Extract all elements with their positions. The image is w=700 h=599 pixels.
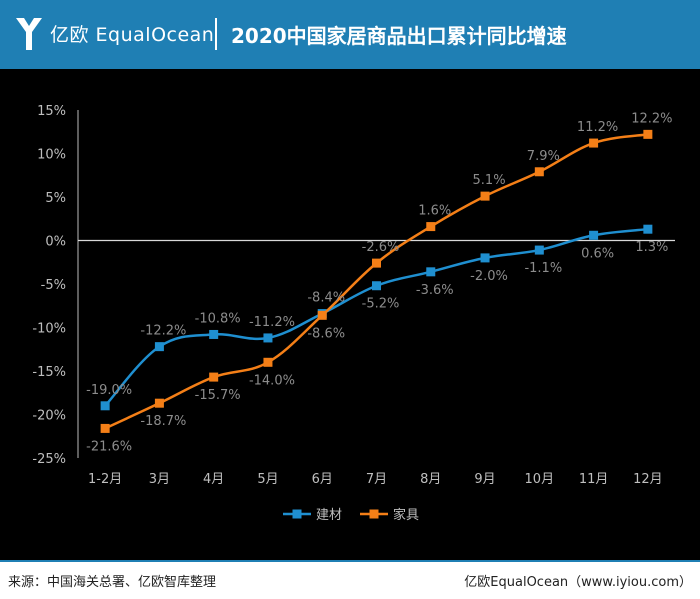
data-point xyxy=(263,357,273,367)
y-tick-label: 5% xyxy=(45,191,66,206)
line-chart: 15% 10% 5% 0% -5% -10% -15% -20% -25% 1-2月 3月 4月 5月 6… xyxy=(32,104,675,523)
x-tick-label: 10月 xyxy=(525,472,555,487)
data-point xyxy=(372,281,381,291)
data-label: -8.6% xyxy=(307,326,345,341)
data-label: -18.7% xyxy=(140,414,186,429)
y-tick-label: -25% xyxy=(32,452,66,467)
series-line-1 xyxy=(104,227,649,407)
y-tick-label: 15% xyxy=(37,104,66,119)
data-point xyxy=(534,167,544,177)
data-label: 1.3% xyxy=(635,240,668,255)
data-point xyxy=(372,258,381,268)
data-point xyxy=(589,138,599,148)
x-tick-label: 7月 xyxy=(366,472,387,487)
data-label: -1.1% xyxy=(524,261,562,276)
y-tick-label: 0% xyxy=(45,235,66,250)
data-label: -15.7% xyxy=(195,388,241,403)
data-point xyxy=(480,253,490,263)
data-point xyxy=(209,329,219,339)
data-label: 7.9% xyxy=(527,149,560,164)
data-point xyxy=(317,310,327,320)
data-label: -2.6% xyxy=(362,240,400,255)
data-label: -10.8% xyxy=(195,311,241,326)
data-point xyxy=(100,401,110,411)
brand-note: 亿欧EqualOcean（www.iyiou.com） xyxy=(464,575,692,590)
page-title: 2020中国家居商品出口累计同比增速 xyxy=(231,24,567,48)
data-point xyxy=(480,191,490,201)
logo-text: 亿欧 EqualOcean xyxy=(50,24,215,46)
legend-marker xyxy=(369,509,379,519)
x-tick-label: 5月 xyxy=(257,472,278,487)
data-label: -8.4% xyxy=(307,291,345,306)
y-tick-label: -15% xyxy=(32,365,66,380)
data-label: 0.6% xyxy=(581,246,614,261)
x-tick-label: 8月 xyxy=(420,472,441,487)
data-point xyxy=(589,230,599,240)
data-label: 5.1% xyxy=(473,173,506,188)
data-label: -21.6% xyxy=(86,439,132,454)
data-point xyxy=(426,222,436,232)
data-label: 1.6% xyxy=(418,204,451,219)
legend-label: 家具 xyxy=(393,507,419,523)
data-point xyxy=(263,333,273,343)
y-tick-label: -10% xyxy=(32,322,66,337)
x-tick-label: 11月 xyxy=(579,472,609,487)
data-label: 12.2% xyxy=(631,111,672,126)
data-label: -3.6% xyxy=(416,283,454,298)
data-point xyxy=(154,398,164,408)
x-tick-label: 3月 xyxy=(149,472,170,487)
x-tick-label: 9月 xyxy=(474,472,495,487)
data-point xyxy=(643,224,653,234)
data-label: -11.2% xyxy=(249,315,295,330)
data-point xyxy=(426,267,436,277)
data-label: -14.0% xyxy=(249,373,295,388)
header-divider xyxy=(215,18,217,50)
footer-bar: 来源：中国海关总署、亿欧智库整理 亿欧EqualOcean（www.iyiou.… xyxy=(0,560,700,599)
data-point xyxy=(534,245,544,255)
data-point xyxy=(100,423,110,433)
data-point xyxy=(209,372,219,382)
data-label: -5.2% xyxy=(362,297,400,312)
source-note: 来源：中国海关总署、亿欧智库整理 xyxy=(8,575,217,590)
data-label: -2.0% xyxy=(470,269,508,284)
data-label: 11.2% xyxy=(577,120,618,135)
legend-marker xyxy=(292,509,302,519)
x-tick-label: 4月 xyxy=(203,472,224,487)
logo-icon xyxy=(16,18,42,50)
y-tick-label: 10% xyxy=(37,148,66,163)
legend-label: 建材 xyxy=(316,508,342,523)
x-tick-label: 6月 xyxy=(312,472,333,487)
y-tick-label: -5% xyxy=(41,278,66,293)
data-point xyxy=(643,129,653,139)
x-tick-label: 12月 xyxy=(633,472,663,487)
header-bar: 亿欧 EqualOcean 2020中国家居商品出口累计同比增速 xyxy=(0,0,700,69)
data-label: -19.0% xyxy=(86,383,132,398)
y-tick-label: -20% xyxy=(32,409,66,424)
data-label: -12.2% xyxy=(140,324,186,339)
data-point xyxy=(154,342,164,352)
x-tick-label: 1-2月 xyxy=(88,472,122,487)
chart-area: 15% 10% 5% 0% -5% -10% -15% -20% -25% 1-2月 3月 4月 5月 6… xyxy=(0,69,700,555)
